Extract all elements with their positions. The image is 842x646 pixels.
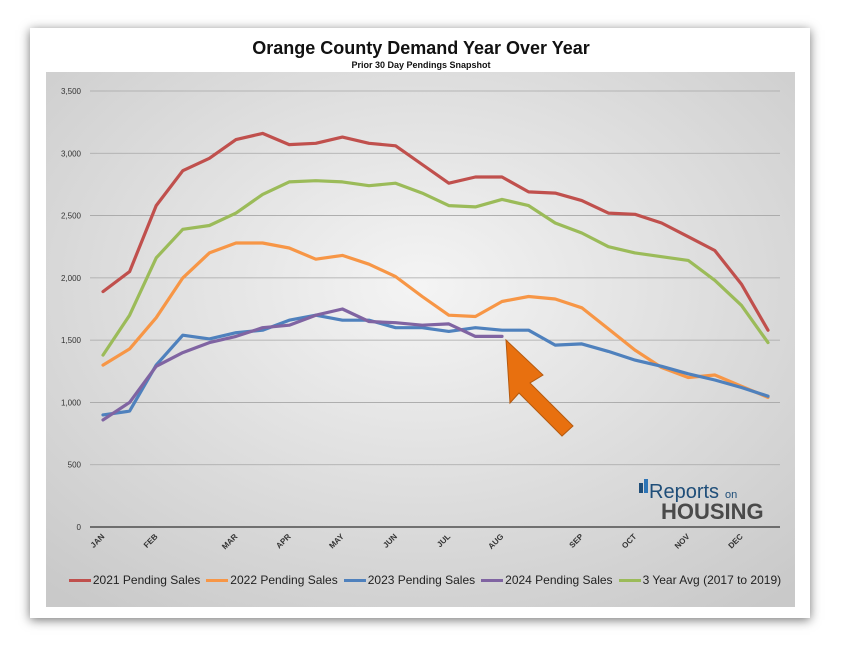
y-axis-tick-labels: 0 500 1,000 1,500 2,000 2,500 3,000 3,500 xyxy=(61,87,82,532)
logo-on-text: on xyxy=(725,489,737,501)
y-tick-label: 2,500 xyxy=(61,212,82,221)
legend-label: 2021 Pending Sales xyxy=(92,573,201,587)
series-line-2021-pending-sales xyxy=(101,131,770,332)
series-lines xyxy=(101,131,770,422)
series-line-2023-pending-sales xyxy=(101,313,770,417)
legend-item: 3 Year Avg (2017 to 2019) xyxy=(618,573,782,587)
y-tick-label: 3,000 xyxy=(61,149,82,158)
y-tick-label: 0 xyxy=(77,523,82,532)
legend-swatch xyxy=(481,578,504,582)
gridlines xyxy=(90,90,780,528)
legend-label: 2022 Pending Sales xyxy=(230,573,338,587)
y-tick-label: 3,500 xyxy=(61,87,82,96)
chart-legend: 2021 Pending Sales 2022 Pending Sales 2023… xyxy=(60,570,790,590)
chart-title: Orange County Demand Year Over Year xyxy=(252,38,590,58)
legend-item: 2024 Pending Sales xyxy=(481,573,613,587)
logo-bar-icon-2 xyxy=(644,479,648,493)
legend-item: 2022 Pending Sales xyxy=(206,573,338,587)
y-tick-label: 1,000 xyxy=(61,398,82,407)
series-line-3-year-avg-2017-to-2019 xyxy=(101,179,770,357)
legend-item: 2021 Pending Sales xyxy=(68,573,201,587)
legend-swatch xyxy=(206,578,229,582)
legend-label: 3 Year Avg (2017 to 2019) xyxy=(642,573,782,587)
y-tick-label: 500 xyxy=(68,461,82,470)
chart-subtitle: Prior 30 Day Pendings Snapshot xyxy=(351,60,491,70)
legend-label: 2024 Pending Sales xyxy=(505,573,613,587)
legend-swatch xyxy=(68,578,91,582)
logo-housing-text: HOUSING xyxy=(661,499,764,524)
y-tick-label: 2,000 xyxy=(61,274,82,283)
annotation-arrow xyxy=(505,338,574,437)
legend-swatch xyxy=(343,578,366,582)
series-line-2024-pending-sales xyxy=(101,307,504,422)
y-tick-label: 1,500 xyxy=(61,336,82,345)
logo-reports-text: Reports xyxy=(649,481,719,503)
plot-area-background xyxy=(46,72,795,607)
reports-on-housing-logo: Reports on HOUSING xyxy=(639,479,764,524)
legend-item: 2023 Pending Sales xyxy=(343,573,476,587)
legend-swatch xyxy=(618,578,641,582)
legend-label: 2023 Pending Sales xyxy=(367,573,476,587)
logo-bar-icon xyxy=(639,483,643,493)
